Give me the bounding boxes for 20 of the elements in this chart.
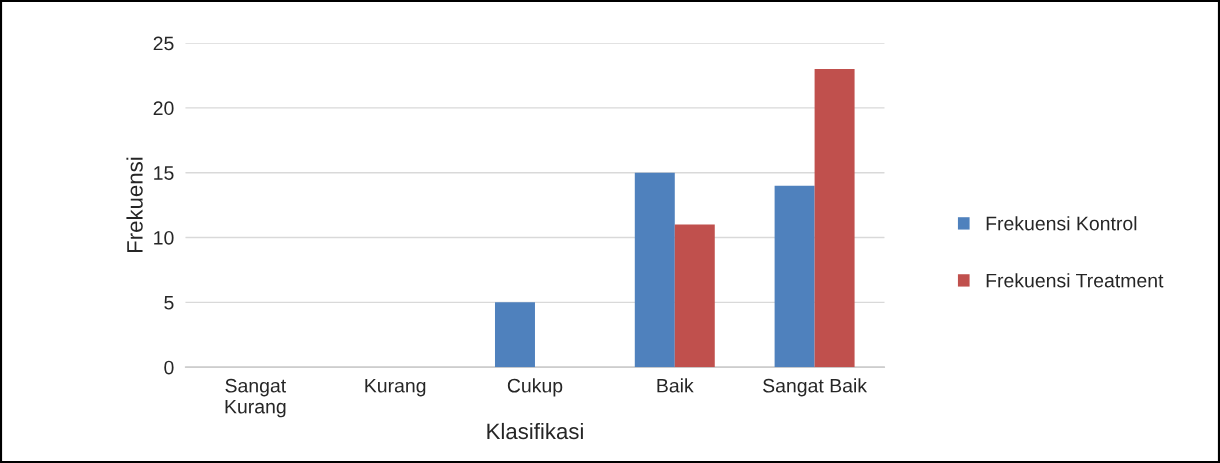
- x-tick-label: Baik: [657, 378, 694, 393]
- x-tick-label: Cukup: [507, 378, 563, 397]
- y-tick-label: 20: [153, 101, 174, 116]
- x-tick-label: Sangat Kurang: [225, 378, 287, 418]
- y-tick-label: 5: [164, 296, 174, 310]
- y-tick-label: 25: [153, 36, 174, 51]
- legend-label: Frekuensi Treatment: [986, 273, 1164, 288]
- bar: [774, 185, 815, 368]
- bar: [814, 68, 855, 368]
- y-axis-title: Frekuensi: [126, 157, 143, 253]
- x-tick-label: Kurang: [365, 378, 426, 397]
- x-axis-title: Klasifikasi: [487, 422, 583, 440]
- bar: [634, 172, 675, 368]
- y-tick-label: 0: [164, 360, 174, 375]
- y-tick-label: 10: [154, 230, 174, 245]
- y-tick-label: 15: [154, 166, 174, 180]
- x-tick-label: Sangat Baik: [763, 378, 868, 397]
- bar: [494, 302, 535, 368]
- bar: [674, 224, 715, 368]
- legend-label: Frekuensi Kontrol: [986, 216, 1137, 231]
